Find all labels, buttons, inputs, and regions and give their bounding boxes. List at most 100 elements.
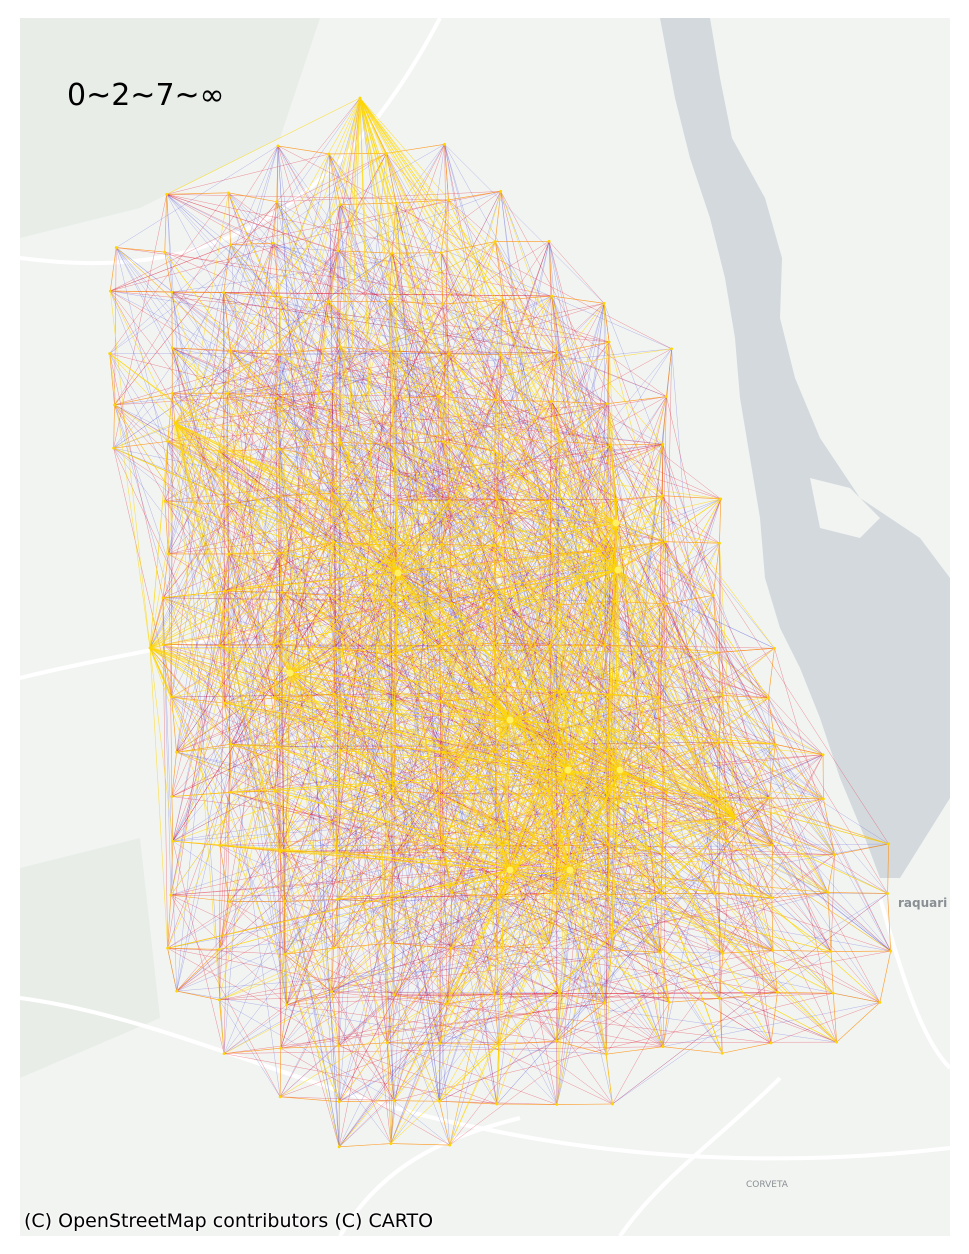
flow-line-grid <box>495 752 498 805</box>
flow-line-low <box>439 549 615 1102</box>
flow-line-high <box>229 672 291 902</box>
flow-node <box>449 947 453 950</box>
flow-line-mid <box>281 592 439 794</box>
basemap-layer <box>20 18 950 1236</box>
flow-line-high <box>569 869 720 999</box>
flow-line-high <box>276 495 736 819</box>
flow-line-low <box>499 896 837 1043</box>
flow-line-low <box>223 292 824 800</box>
flow-node <box>332 946 336 950</box>
flow-line-high <box>359 97 605 1003</box>
flow-line-high <box>167 441 736 819</box>
flow-hub-node <box>614 566 622 574</box>
flow-line-grid <box>549 645 559 692</box>
flow-line-high <box>174 422 560 442</box>
flow-node <box>719 497 723 501</box>
flow-line-high <box>228 192 399 574</box>
flow-line-high <box>334 648 621 771</box>
flow-line-low <box>388 600 395 995</box>
flow-line-mid <box>224 541 335 592</box>
flow-line-high <box>509 500 551 871</box>
flow-line-grid <box>722 949 773 954</box>
flow-line-low <box>172 393 511 871</box>
flow-line-high <box>328 97 361 596</box>
flow-line-mid <box>170 894 287 1005</box>
flow-line-low <box>440 252 496 401</box>
flow-line-high <box>174 422 225 1054</box>
flow-line-mid <box>395 499 769 699</box>
flow-line-high <box>509 569 619 871</box>
flow-line-low <box>172 347 497 500</box>
flow-map[interactable] <box>20 18 950 1236</box>
flow-line-high <box>719 543 736 819</box>
flow-line-mid <box>441 252 663 496</box>
flow-line-high <box>149 192 229 649</box>
flow-line-high <box>174 422 340 1147</box>
flow-line-low <box>612 893 888 1105</box>
flow-node <box>218 844 222 847</box>
flow-line-high <box>289 672 448 1004</box>
flow-line-low <box>396 853 662 894</box>
flow-node <box>333 647 337 650</box>
flow-line-grid <box>227 350 231 394</box>
flow-line-high <box>615 522 660 647</box>
flow-line-low <box>228 192 891 952</box>
flow-line-mid <box>172 303 605 394</box>
flow-line-high <box>172 392 399 574</box>
flow-node <box>274 396 278 400</box>
flow-node <box>217 449 221 453</box>
flow-line-low <box>164 252 228 394</box>
flow-line-grid <box>550 352 558 402</box>
flow-line-high <box>289 444 611 674</box>
flow-line-mid <box>662 444 774 951</box>
flow-line-high <box>397 401 552 574</box>
flow-line-grid <box>337 899 384 903</box>
flow-line-mid <box>443 403 608 442</box>
flow-line-mid <box>176 443 389 753</box>
flow-line-low <box>657 697 889 845</box>
flow-line-high <box>509 869 613 951</box>
flow-line-mid <box>110 153 387 292</box>
flow-node <box>390 941 394 945</box>
flow-line-high <box>149 295 552 649</box>
flow-line-mid <box>333 341 610 695</box>
flow-line-high <box>110 290 176 424</box>
flow-line-mid <box>279 153 387 355</box>
flow-line-high <box>617 569 829 893</box>
flow-node <box>275 745 279 748</box>
flow-line-mid <box>393 752 496 1101</box>
flow-line-grid <box>338 1042 388 1047</box>
flow-line-mid <box>229 792 554 894</box>
flow-node <box>437 644 441 648</box>
flow-line-mid <box>441 241 550 545</box>
flow-node <box>665 791 668 795</box>
flow-node <box>606 748 610 752</box>
flow-line-high <box>176 751 511 871</box>
flow-line-high <box>340 346 399 574</box>
flow-node <box>229 349 233 352</box>
flow-line-low <box>113 252 393 449</box>
flow-line-mid <box>281 592 441 702</box>
flow-line-mid <box>281 592 393 792</box>
flow-node <box>227 552 230 556</box>
flow-node <box>605 402 609 406</box>
map-attribution: (C) OpenStreetMap contributors (C) CARTO <box>24 1210 434 1232</box>
flow-line-high <box>110 290 151 649</box>
flow-line-high <box>509 549 615 871</box>
flow-line-low <box>448 500 560 606</box>
flow-line-high <box>174 422 724 954</box>
flow-line-grid <box>879 951 891 1003</box>
flow-line-mid <box>396 397 720 544</box>
flow-line-low <box>393 1100 450 1146</box>
flow-line-mid <box>666 396 773 846</box>
flow-node <box>450 601 453 605</box>
map-frame[interactable]: 0~2~7~∞ raquari CORVETA (C) OpenStreetMa… <box>20 18 950 1236</box>
flow-node <box>161 643 165 646</box>
flow-line-mid <box>665 541 776 745</box>
flow-line-low <box>447 403 608 1004</box>
flow-line-grid <box>559 844 609 847</box>
flow-line-low <box>223 896 500 1054</box>
flow-line-low <box>149 645 440 649</box>
flow-line-grid <box>726 817 736 842</box>
flow-line-low <box>275 398 334 949</box>
